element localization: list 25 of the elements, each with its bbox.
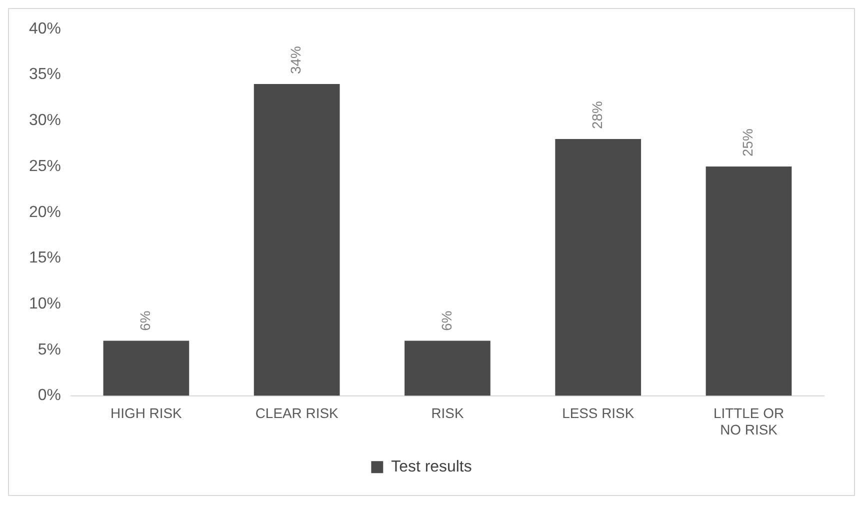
legend-label: Test results: [391, 458, 472, 476]
y-tick-label: 10%: [28, 295, 61, 312]
data-label: 6%: [438, 310, 454, 331]
x-tick-label: LESS RISK: [562, 404, 635, 421]
y-tick-label: 0%: [38, 387, 61, 404]
x-tick-label: LITTLE OR NO RISK: [713, 404, 784, 438]
bar: [103, 340, 190, 396]
y-tick-label: 20%: [28, 204, 61, 221]
data-label: 28%: [588, 101, 605, 130]
y-tick-label: 30%: [28, 112, 61, 130]
bar: [706, 166, 792, 396]
y-tick-label: 5%: [38, 341, 61, 358]
x-tick-label: HIGH RISK: [110, 404, 183, 421]
x-tick-label: RISK: [431, 404, 464, 421]
y-tick-label: 40%: [28, 20, 61, 38]
y-tick-label: 25%: [28, 158, 61, 175]
data-label: 25%: [740, 128, 756, 157]
data-label: 6%: [137, 310, 154, 331]
y-tick-label: 35%: [28, 66, 61, 84]
bar: [555, 138, 642, 396]
x-tick-label: CLEAR RISK: [255, 404, 340, 421]
y-tick-label: 15%: [28, 250, 61, 267]
bar: [404, 340, 490, 396]
bar: [254, 84, 340, 396]
data-label: 34%: [288, 46, 304, 74]
